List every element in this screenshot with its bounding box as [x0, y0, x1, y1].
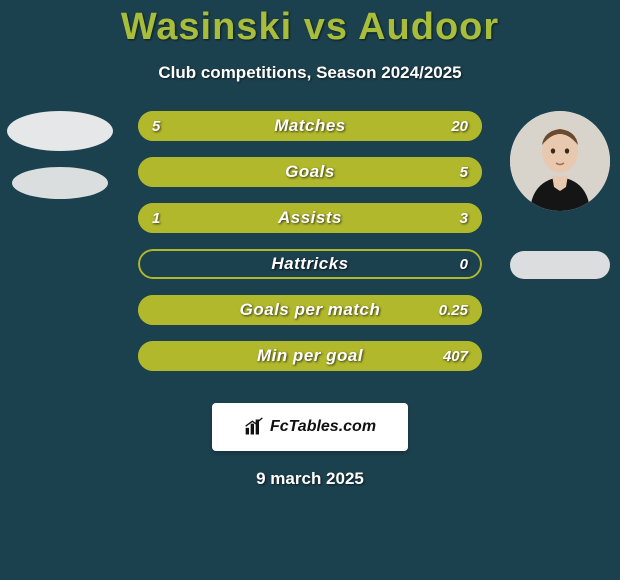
bar-fill-right [224, 203, 482, 233]
bar-fill-right [138, 341, 482, 371]
comparison-body: Matches520 Goals5 Assists13 Hattricks0 Goals… [0, 111, 620, 391]
source-badge: FcTables.com [212, 403, 408, 451]
bar-fill-left [138, 203, 224, 233]
player-right-column [500, 111, 620, 279]
player-right-avatar [510, 111, 610, 211]
stat-bars: Matches520 Goals5 Assists13 Hattricks0 Goals… [138, 111, 482, 371]
bar-border [138, 249, 482, 279]
stat-row: Matches520 [138, 111, 482, 141]
stat-row: Min per goal407 [138, 341, 482, 371]
stat-row: Hattricks0 [138, 249, 482, 279]
avatar-photo-icon [510, 111, 610, 211]
bar-fill-right [138, 295, 482, 325]
stat-label: Hattricks [138, 249, 482, 279]
stat-row: Goals per match0.25 [138, 295, 482, 325]
stat-value-right: 0 [446, 249, 482, 279]
stat-row: Goals5 [138, 157, 482, 187]
comparison-card: Wasinski vs Audoor Club competitions, Se… [0, 0, 620, 580]
player-right-team-pill [510, 251, 610, 279]
date-text: 9 march 2025 [256, 469, 364, 489]
player-left-column [0, 111, 120, 199]
source-badge-text: FcTables.com [270, 418, 376, 436]
bar-fill-right [207, 111, 482, 141]
stat-row: Assists13 [138, 203, 482, 233]
player-left-pill-2 [12, 167, 108, 199]
subtitle: Club competitions, Season 2024/2025 [158, 63, 461, 83]
player-left-pill-1 [7, 111, 113, 151]
page-title: Wasinski vs Audoor [121, 6, 499, 49]
bar-fill-left [138, 111, 207, 141]
bars-icon [244, 417, 264, 437]
bar-fill-right [138, 157, 482, 187]
